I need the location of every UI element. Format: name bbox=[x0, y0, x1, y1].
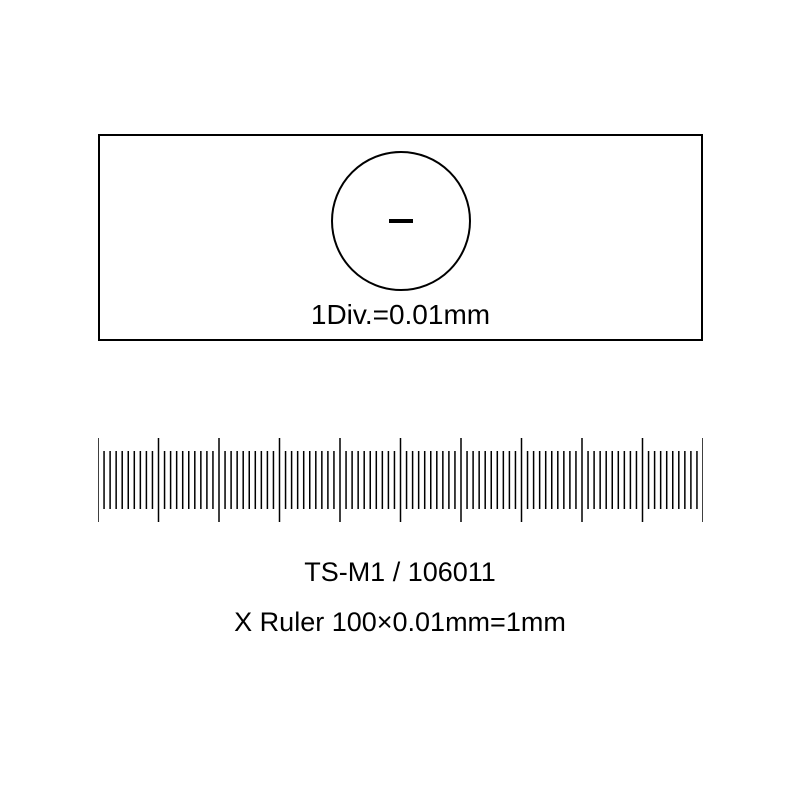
spec-label: X Ruler 100×0.01mm=1mm bbox=[234, 607, 566, 638]
center-ruler-mark bbox=[389, 219, 413, 223]
ruler-scale bbox=[98, 438, 703, 522]
product-code-label: TS-M1 / 106011 bbox=[304, 557, 496, 588]
slide-outline: 1Div.=0.01mm bbox=[98, 134, 703, 341]
ruler-graphic bbox=[98, 438, 703, 522]
division-label: 1Div.=0.01mm bbox=[311, 299, 490, 331]
